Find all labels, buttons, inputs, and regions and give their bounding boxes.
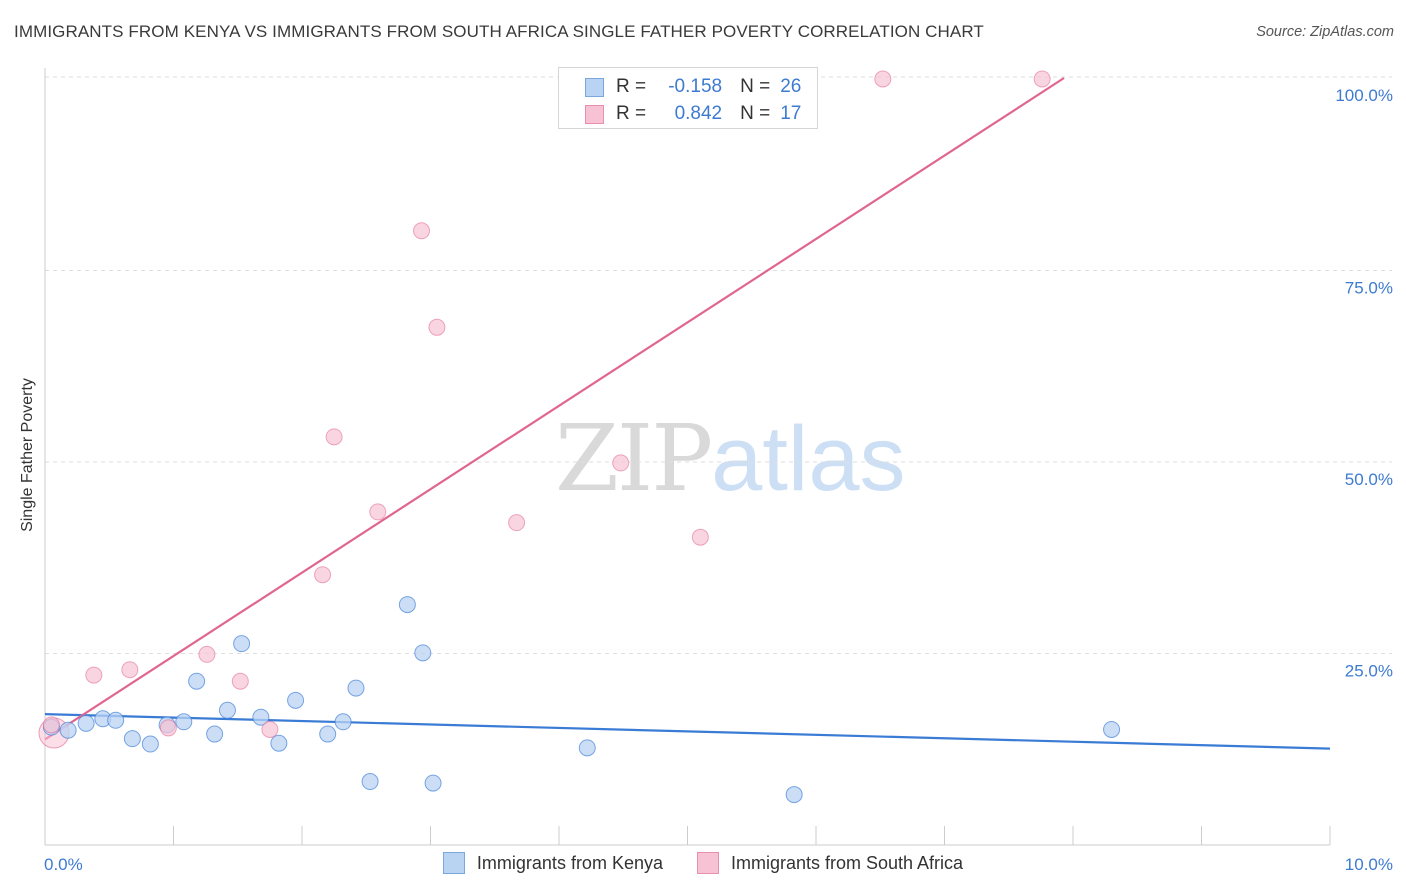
source-label: Source: ZipAtlas.com [1256, 24, 1394, 40]
data-point-kenya [59, 721, 77, 739]
data-point-south-africa [261, 720, 279, 738]
legend-swatch-kenya [585, 77, 604, 97]
legend-swatch-south-africa [585, 104, 604, 124]
legend-r-value: -0.158 [668, 76, 723, 97]
data-point-south-africa [413, 222, 431, 240]
data-point-south-africa [428, 318, 446, 336]
data-point-south-africa [691, 528, 709, 546]
data-point-kenya [785, 786, 803, 804]
data-point-kenya [1103, 720, 1121, 738]
data-point-kenya [270, 734, 288, 752]
watermark: ZIPatlas [555, 405, 906, 512]
legend-n-label: N = [740, 103, 771, 124]
data-point-south-africa [85, 666, 103, 684]
data-point-south-africa [369, 503, 387, 521]
data-point-south-africa [1033, 70, 1051, 88]
data-point-south-africa [198, 645, 216, 663]
data-point-kenya [175, 713, 193, 731]
data-point-kenya [361, 773, 379, 791]
data-point-kenya [334, 713, 352, 731]
data-point-kenya [188, 672, 206, 690]
watermark-zip: ZIP [555, 405, 713, 512]
data-point-kenya [398, 596, 416, 614]
data-point-kenya [414, 644, 432, 662]
legend-label-south-africa: Immigrants from South Africa [730, 852, 964, 873]
y-tick-label: 75.0% [1345, 279, 1393, 298]
x-tick-label: 0.0% [44, 855, 83, 874]
legend-n-value: 17 [780, 103, 802, 124]
data-point-south-africa [325, 428, 343, 446]
data-point-kenya [123, 730, 141, 748]
data-point-kenya [107, 711, 125, 729]
data-point-south-africa [42, 716, 60, 734]
data-point-south-africa [874, 70, 892, 88]
data-point-south-africa [121, 661, 139, 679]
y-tick-label: 25.0% [1345, 662, 1393, 681]
legend-swatch-south-africa [696, 852, 719, 874]
legend-label-kenya: Immigrants from Kenya [476, 852, 663, 873]
legend-row-kenya: R = -0.158 N = 26 [585, 75, 801, 99]
data-point-kenya [233, 635, 251, 653]
chart-title: IMMIGRANTS FROM KENYA VS IMMIGRANTS FROM… [14, 22, 984, 41]
data-point-kenya [252, 708, 270, 726]
legend-r-label: R = [616, 76, 647, 97]
y-axis-label: Single Father Poverty [19, 378, 36, 532]
legend-r-value: 0.842 [674, 103, 723, 124]
watermark-atlas: atlas [711, 408, 906, 510]
gridlines [45, 76, 1392, 654]
data-point-south-africa [314, 566, 332, 584]
y-tick-label: 50.0% [1345, 470, 1393, 489]
legend-swatch-kenya [442, 852, 465, 874]
series-legend: Immigrants from Kenya Immigrants from So… [0, 852, 1406, 874]
data-point-kenya [77, 714, 95, 732]
legend-n-label: N = [740, 76, 771, 97]
trendline-kenya [44, 713, 1331, 750]
data-point-kenya [578, 739, 596, 757]
correlation-legend: R = -0.158 N = 26 R = 0.842 N = 17 [558, 67, 818, 129]
data-point-kenya [347, 679, 365, 697]
data-point-kenya [319, 725, 337, 743]
legend-item-kenya: Immigrants from Kenya [442, 852, 663, 874]
trendline-south-africa [44, 77, 1065, 741]
data-points [38, 70, 1121, 804]
legend-r-label: R = [616, 103, 647, 124]
legend-row-south-africa: R = 0.842 N = 17 [585, 102, 801, 126]
legend-item-south-africa: Immigrants from South Africa [696, 852, 964, 874]
data-point-kenya [218, 701, 236, 719]
data-point-south-africa [231, 672, 249, 690]
axes [44, 68, 1331, 846]
data-point-south-africa [612, 454, 630, 472]
data-point-kenya [141, 735, 159, 753]
data-point-south-africa [159, 719, 177, 737]
legend-n-value: 26 [780, 76, 802, 97]
data-point-kenya [206, 725, 224, 743]
data-point-south-africa [508, 514, 526, 532]
data-point-kenya [287, 691, 305, 709]
tick-labels: 25.0% 50.0% 75.0% 100.0% 0.0% 10.0% [44, 86, 1393, 874]
x-tick-label: 10.0% [1345, 855, 1393, 874]
y-tick-label: 100.0% [1335, 86, 1393, 105]
data-point-kenya [424, 774, 442, 792]
